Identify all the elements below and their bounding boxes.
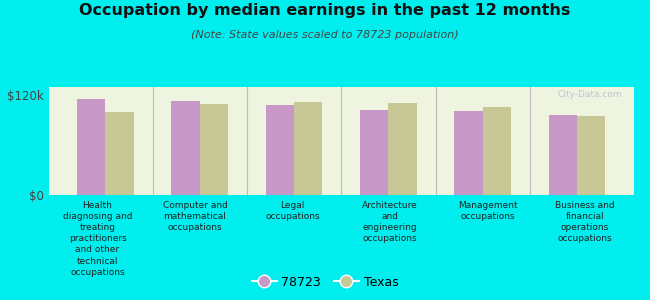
Text: Business and
financial
operations
occupations: Business and financial operations occupa… [555,201,615,243]
Bar [172,101,200,195]
Bar [77,99,105,195]
Text: Occupation by median earnings in the past 12 months: Occupation by median earnings in the pas… [79,3,571,18]
Text: Architecture
and
engineering
occupations: Architecture and engineering occupations [362,201,418,243]
Bar [454,111,483,195]
Bar [266,105,294,195]
Text: (Note: State values scaled to 78723 population): (Note: State values scaled to 78723 popu… [191,30,459,40]
Bar [105,112,134,195]
Text: Health
diagnosing and
treating
practitioners
and other
technical
occupations: Health diagnosing and treating practitio… [63,201,132,277]
Bar [200,103,228,195]
Bar [483,107,511,195]
Bar [549,115,577,195]
Bar [389,103,417,195]
Bar [360,110,389,195]
Text: Computer and
mathematical
occupations: Computer and mathematical occupations [162,201,228,232]
Legend: 78723, Texas: 78723, Texas [246,271,404,294]
Bar [577,116,605,195]
Text: Legal
occupations: Legal occupations [265,201,320,221]
Text: Management
occupations: Management occupations [458,201,517,221]
Bar [294,102,322,195]
Text: City-Data.com: City-Data.com [558,90,622,99]
